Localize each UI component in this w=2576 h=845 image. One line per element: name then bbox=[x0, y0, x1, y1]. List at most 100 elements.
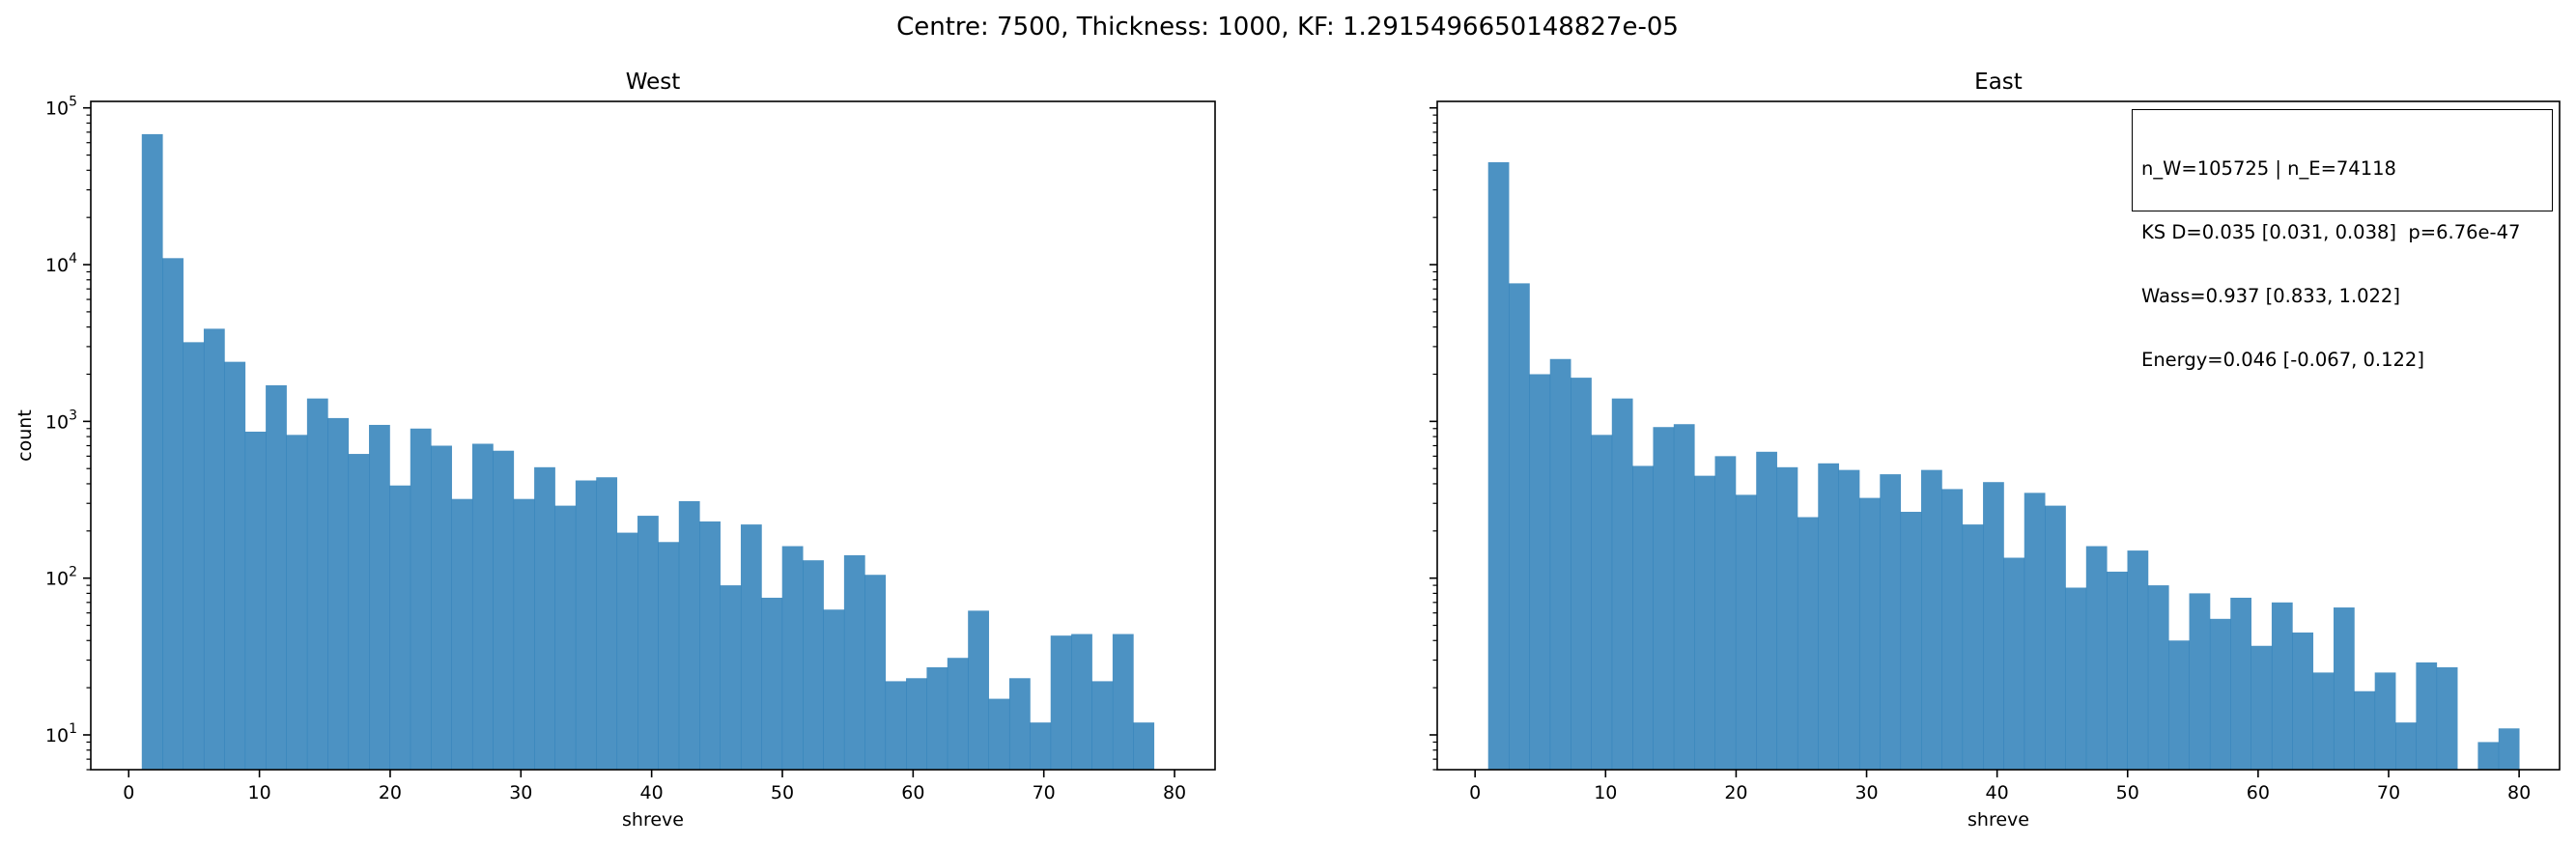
east-x-tick-label: 40 bbox=[1986, 782, 2009, 803]
west-bar bbox=[1133, 722, 1155, 770]
east-bar bbox=[2230, 597, 2251, 770]
stats-line-counts: n_W=105725 | n_E=74118 bbox=[2141, 157, 2396, 180]
east-bar bbox=[2065, 587, 2087, 770]
east-bar bbox=[1673, 424, 1695, 770]
east-bar bbox=[2085, 546, 2108, 770]
west-bar bbox=[286, 435, 308, 770]
east-bar bbox=[1858, 497, 1881, 770]
west-x-tick-label: 70 bbox=[1033, 782, 1056, 803]
east-bar bbox=[2209, 618, 2231, 770]
east-bar bbox=[1694, 475, 1715, 770]
west-bar bbox=[1112, 634, 1134, 770]
east-bar bbox=[2333, 607, 2355, 770]
east-bar bbox=[1509, 283, 1530, 770]
east-panel-title: East bbox=[1974, 70, 2023, 95]
east-x-axis-label: shreve bbox=[1967, 809, 2029, 831]
east-x-tick-label: 50 bbox=[2116, 782, 2139, 803]
west-bar bbox=[348, 454, 370, 770]
stats-annotation-box: n_W=105725 | n_E=74118 KS D=0.035 [0.031… bbox=[2132, 109, 2553, 371]
west-bar bbox=[513, 498, 535, 770]
west-bar bbox=[244, 431, 267, 770]
west-bar bbox=[926, 666, 948, 770]
west-bar bbox=[616, 532, 638, 770]
east-bar bbox=[2312, 672, 2335, 770]
west-x-axis-ticks: 0 10 20 30 40 50 60 70 80 bbox=[123, 770, 1186, 803]
west-bar bbox=[885, 681, 907, 770]
east-bar bbox=[1735, 494, 1757, 770]
east-bar bbox=[2354, 690, 2376, 770]
west-bar bbox=[1091, 681, 1114, 770]
west-bar bbox=[266, 384, 287, 770]
west-bar bbox=[803, 560, 824, 770]
stats-line-ks: KS D=0.035 [0.031, 0.038] p=6.76e-47 bbox=[2141, 221, 2521, 243]
west-bar bbox=[162, 258, 184, 770]
east-bar bbox=[2374, 672, 2396, 770]
west-histogram-panel: West 0 10 20 30 40 50 60 70 80 101 102 103 104 105 s… bbox=[14, 70, 1216, 831]
west-x-tick-label: 80 bbox=[1163, 782, 1186, 803]
west-bar bbox=[1071, 634, 1092, 770]
east-bar bbox=[1714, 456, 1737, 770]
west-bar bbox=[141, 133, 163, 770]
east-bar bbox=[2189, 593, 2211, 770]
west-bar bbox=[183, 342, 205, 770]
east-bar bbox=[1983, 482, 2004, 770]
east-x-tick-label: 70 bbox=[2377, 782, 2400, 803]
west-bar bbox=[431, 445, 452, 770]
west-y-axis-ticks: 101 102 103 104 105 bbox=[45, 95, 91, 771]
east-bar bbox=[1487, 162, 1510, 770]
east-bar bbox=[1611, 398, 1633, 770]
west-x-tick-label: 60 bbox=[901, 782, 924, 803]
east-y-axis-ticks bbox=[1430, 106, 1437, 771]
west-bar bbox=[389, 485, 411, 770]
west-bar bbox=[596, 477, 618, 770]
east-bar bbox=[1591, 435, 1613, 770]
west-bar bbox=[761, 597, 783, 770]
west-bar bbox=[988, 698, 1010, 770]
west-bar bbox=[493, 450, 515, 770]
east-bar bbox=[2436, 666, 2458, 770]
west-bar bbox=[306, 398, 328, 770]
east-bar bbox=[1653, 427, 1675, 770]
east-x-tick-label: 0 bbox=[1469, 782, 1481, 803]
east-x-tick-label: 30 bbox=[1854, 782, 1878, 803]
west-bar bbox=[678, 500, 700, 770]
east-bar bbox=[2292, 632, 2314, 770]
east-bar bbox=[1900, 511, 1922, 770]
east-bar bbox=[1838, 469, 1860, 770]
west-bar bbox=[720, 585, 742, 770]
west-bar bbox=[451, 498, 473, 770]
figure-suptitle: Centre: 7500, Thickness: 1000, KF: 1.291… bbox=[896, 13, 1679, 42]
west-bar bbox=[471, 443, 494, 770]
west-y-tick-label: 101 bbox=[45, 721, 77, 746]
west-bar bbox=[369, 424, 390, 770]
east-bars bbox=[1487, 162, 2520, 770]
west-x-tick-label: 50 bbox=[771, 782, 794, 803]
west-bar bbox=[740, 524, 762, 770]
west-bar bbox=[1050, 635, 1072, 770]
west-y-tick-label: 105 bbox=[45, 95, 77, 120]
west-y-axis-label: count bbox=[14, 409, 36, 462]
west-x-tick-label: 30 bbox=[509, 782, 532, 803]
west-bar bbox=[947, 658, 969, 770]
west-bar bbox=[554, 505, 577, 770]
west-bar bbox=[410, 428, 432, 770]
east-bar bbox=[2045, 505, 2066, 770]
east-x-axis-ticks: 0 10 20 30 40 50 60 70 80 bbox=[1469, 770, 2531, 803]
east-plot-frame bbox=[1436, 100, 2561, 771]
east-bar bbox=[1776, 466, 1798, 770]
west-bar bbox=[575, 480, 597, 770]
east-bar bbox=[1921, 469, 1942, 770]
east-bar bbox=[2147, 585, 2169, 770]
west-bar bbox=[224, 361, 246, 770]
east-bar bbox=[2127, 550, 2149, 770]
west-x-tick-label: 0 bbox=[123, 782, 134, 803]
east-bar bbox=[2271, 602, 2293, 770]
east-x-tick-label: 60 bbox=[2247, 782, 2270, 803]
west-x-axis-label: shreve bbox=[622, 809, 684, 831]
east-bar bbox=[2003, 557, 2025, 770]
west-panel-title: West bbox=[626, 70, 681, 95]
west-bar bbox=[1008, 678, 1031, 770]
east-bar bbox=[2477, 742, 2500, 770]
west-bar bbox=[781, 546, 804, 770]
west-bar bbox=[327, 417, 350, 770]
